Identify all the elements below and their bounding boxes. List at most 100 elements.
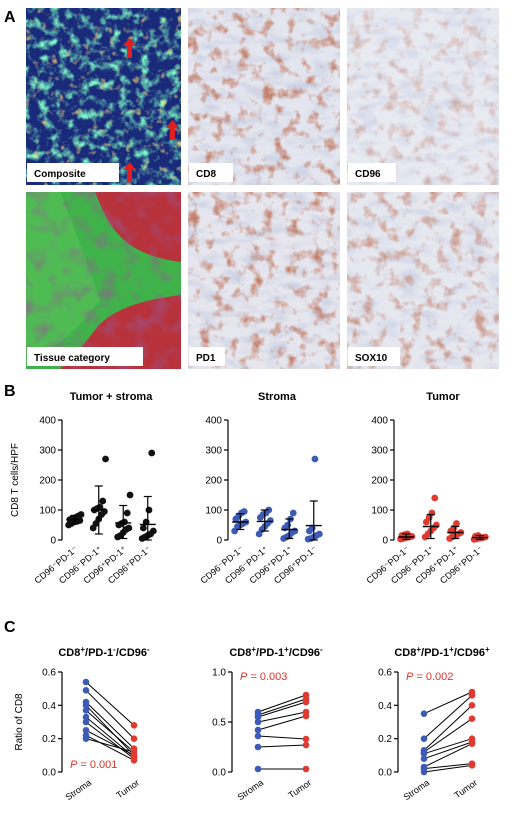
tumor-point: [302, 698, 310, 706]
category-label: Stroma: [64, 777, 94, 802]
chart-title: CD8+/PD-1+/CD96-: [229, 645, 323, 660]
y-tick-label: 400: [39, 416, 56, 427]
stroma-point: [82, 678, 90, 686]
y-tick-label: 0.0: [212, 768, 226, 779]
tumor-point: [468, 762, 476, 769]
stroma-point: [82, 687, 90, 694]
y-axis-label: CD8 T cells/HPF: [10, 443, 21, 517]
y-tick-label: 0.0: [378, 768, 392, 779]
chart-title: Stroma: [258, 391, 297, 403]
y-tick-label: 300: [371, 446, 388, 457]
pair-line: [423, 741, 473, 760]
y-tick-label: 400: [371, 416, 388, 427]
tumor-point: [302, 765, 310, 773]
tumor-point: [468, 692, 476, 699]
stroma-point: [82, 713, 90, 721]
y-tick-label: 0: [382, 536, 388, 547]
pair-line: [423, 718, 473, 753]
pair-line: [85, 721, 135, 760]
p-value: P = 0.002: [406, 671, 453, 683]
tumor-point: [130, 722, 138, 729]
y-tick-label: 200: [39, 476, 56, 487]
y-tick-label: 0.2: [378, 734, 392, 745]
tumor-point: [130, 757, 138, 764]
stroma-point: [82, 702, 90, 709]
tile-label: Tissue category: [34, 353, 110, 364]
tumor-point: [302, 741, 310, 749]
tumor-point: [302, 712, 310, 720]
category-label: CD96⁺PD-1⁻: [438, 544, 485, 586]
data-point: [289, 509, 297, 517]
y-tick-label: 1.0: [212, 668, 226, 679]
cd8-tile: CD8: [188, 8, 340, 185]
tile-label: SOX10: [355, 353, 388, 364]
data-point: [291, 527, 299, 535]
pair-line: [423, 763, 473, 770]
pd1-tile: PD1: [188, 192, 340, 369]
pair-line: [85, 734, 135, 761]
data-point: [315, 530, 323, 538]
data-point: [126, 491, 134, 499]
tumor-point: [302, 735, 310, 743]
y-tick-label: 300: [205, 446, 222, 457]
data-point: [149, 527, 157, 535]
stroma-point: [82, 727, 90, 734]
tile-label: CD96: [355, 169, 381, 180]
panel-b-letter: B: [4, 383, 16, 400]
data-point: [311, 455, 319, 463]
pair-line: [257, 698, 307, 716]
data-point: [102, 455, 109, 463]
stroma-point: [254, 713, 262, 721]
data-point: [432, 521, 440, 529]
data-point: [453, 520, 460, 527]
p-value: P = 0.003: [240, 671, 287, 683]
data-point: [428, 509, 436, 517]
y-tick-label: 200: [371, 476, 388, 487]
tumor-point: [468, 702, 476, 709]
pair-line: [423, 738, 473, 755]
pair-line: [85, 729, 135, 756]
stroma-point: [254, 726, 262, 734]
stroma-point: [254, 732, 262, 740]
pair-line: [257, 735, 307, 740]
tissue-category-tile: Tissue category: [26, 192, 181, 369]
p-value: P = 0.001: [70, 759, 117, 771]
data-point: [121, 518, 128, 526]
y-tick-label: 0.0: [42, 768, 56, 779]
stroma-point: [254, 718, 262, 726]
chart-title: Tumor + stroma: [70, 391, 154, 403]
tumor-point: [468, 740, 476, 747]
pair-line: [85, 704, 135, 756]
pair-line: [85, 709, 135, 753]
pair-line: [85, 738, 135, 753]
data-point: [145, 506, 153, 514]
tumor-point: [468, 715, 476, 722]
stroma-point: [82, 735, 90, 742]
data-point: [77, 511, 85, 518]
panel-a-letter: A: [4, 9, 16, 26]
data-point: [284, 521, 292, 529]
chart-title: CD8+/PD-1+/CD96+: [394, 645, 490, 660]
pair-line: [257, 701, 307, 718]
category-label: Tumor: [286, 777, 313, 800]
y-tick-label: 100: [39, 506, 56, 517]
stroma-point: [82, 718, 90, 726]
pair-line: [423, 691, 473, 715]
stroma-point: [254, 765, 262, 773]
sox10-tile: SOX10: [347, 192, 499, 369]
data-point: [148, 449, 156, 457]
y-tick-label: 0.6: [378, 668, 392, 679]
data-point: [139, 524, 147, 532]
stroma-point: [420, 768, 428, 776]
panel-c-letter: C: [4, 619, 16, 636]
category-label: Stroma: [402, 777, 432, 802]
category-label: CD96⁺PD-1⁻: [106, 544, 153, 586]
y-tick-label: 0: [50, 536, 56, 547]
y-tick-label: 400: [205, 416, 222, 427]
stroma-point: [420, 755, 428, 762]
tumor-point: [130, 748, 138, 756]
pair-line: [85, 701, 135, 750]
data-point: [266, 517, 274, 524]
y-tick-label: 0.2: [42, 734, 56, 745]
